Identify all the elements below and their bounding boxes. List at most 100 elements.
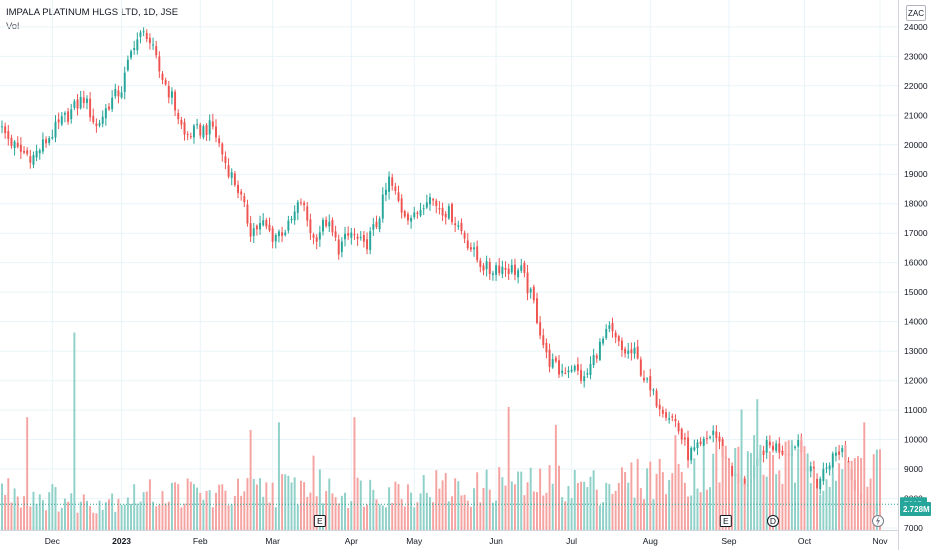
volume-bar <box>570 498 573 530</box>
volume-bar <box>620 467 623 530</box>
candle-body <box>303 202 306 206</box>
candle-body <box>211 121 214 127</box>
candle-body <box>819 478 822 490</box>
candle-body <box>731 466 734 477</box>
volume-bar <box>743 483 746 530</box>
candle-body <box>454 223 457 226</box>
candle-body <box>347 233 350 236</box>
volume-bar <box>347 508 350 530</box>
candle-body <box>259 223 262 230</box>
volume-bar <box>756 399 759 530</box>
volume-bar <box>583 481 586 530</box>
volume-bar <box>466 500 469 530</box>
volume-bar <box>265 482 268 530</box>
candle-body <box>624 348 627 354</box>
candle-body <box>325 219 328 227</box>
candle-body <box>265 219 268 227</box>
x-axis-tick-label: Feb <box>193 536 208 546</box>
candle-body <box>359 237 362 239</box>
volume-bar <box>73 332 76 530</box>
candle-body <box>384 189 387 195</box>
volume-bar <box>485 469 488 530</box>
volume-bar <box>432 502 435 530</box>
volume-bar <box>167 501 170 530</box>
volume-bar <box>460 495 463 530</box>
volume-bar <box>114 511 117 530</box>
y-axis-tick-label: 22000 <box>904 81 928 91</box>
candle-body <box>778 443 781 453</box>
volume-bar <box>787 440 790 530</box>
volume-bar <box>768 451 771 530</box>
x-axis-tick-label: Jun <box>489 536 503 546</box>
candle-body <box>709 436 712 438</box>
candle-body <box>570 369 573 372</box>
volume-bar <box>410 492 413 530</box>
candle-body <box>54 121 57 138</box>
candle-body <box>337 239 340 255</box>
volume-bar <box>643 499 645 530</box>
candle-body <box>255 225 258 230</box>
volume-bar <box>671 473 674 530</box>
candle-body <box>576 364 579 371</box>
volume-bar <box>812 468 815 530</box>
volume-bar <box>416 502 419 530</box>
candle-body <box>479 260 482 267</box>
candle-body <box>831 453 834 468</box>
volume-bar <box>205 491 208 530</box>
volume-bar <box>520 471 523 530</box>
volume-bar <box>233 495 236 530</box>
currency-badge[interactable]: ZAC <box>906 5 926 21</box>
volume-bar <box>438 488 441 530</box>
candle-body <box>822 469 825 482</box>
candle-body <box>230 172 233 178</box>
candle-body <box>595 355 598 359</box>
candle-body <box>174 91 177 111</box>
volume-bar <box>712 453 715 530</box>
candle-body <box>718 436 721 442</box>
candle-body <box>605 328 608 338</box>
candle-body <box>602 338 605 344</box>
volume-bar <box>394 481 397 530</box>
volume-bar <box>451 496 453 530</box>
volume-bar <box>192 484 195 530</box>
volume-bar <box>542 495 545 530</box>
candle-body <box>353 234 356 236</box>
candle-body <box>473 247 476 250</box>
volume-bar <box>174 482 177 530</box>
candle-body <box>598 341 601 360</box>
volume-bar <box>211 507 214 530</box>
candle-body <box>554 357 557 362</box>
volume-bar <box>580 481 583 530</box>
candle-body <box>318 232 321 240</box>
candle-body <box>48 138 51 144</box>
candle-body <box>142 31 145 33</box>
candle-body <box>674 418 677 422</box>
y-axis-tick-label: 16000 <box>904 258 928 268</box>
x-axis-tick-label: Nov <box>872 536 888 546</box>
candle-body <box>422 208 425 210</box>
y-axis-tick-label: 17000 <box>904 228 928 238</box>
candle-body <box>665 412 667 418</box>
volume-bar <box>649 461 652 530</box>
candle-body <box>309 219 312 234</box>
volume-bar <box>32 491 35 530</box>
volume-bar <box>142 492 145 530</box>
candle-body <box>834 452 837 456</box>
volume-bar <box>57 511 60 530</box>
x-axis-tick-label: Oct <box>798 536 812 546</box>
candle-body <box>161 73 164 80</box>
volume-bar <box>860 457 863 530</box>
candle-body <box>447 206 450 219</box>
candle-body <box>400 198 403 213</box>
volume-bar <box>847 462 850 530</box>
candle-body <box>180 119 183 125</box>
candle-body <box>655 390 658 407</box>
volume-bar <box>463 494 466 530</box>
volume-bar <box>136 503 139 530</box>
volume-bar <box>186 478 189 530</box>
volume-bar <box>762 474 765 530</box>
candle-body <box>262 220 265 226</box>
candle-body <box>441 208 444 216</box>
